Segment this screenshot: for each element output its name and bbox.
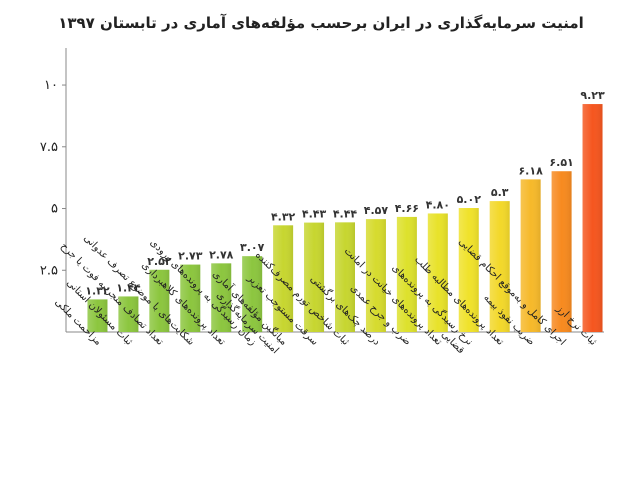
data-label: ۵.۳ — [491, 186, 509, 199]
bar-shading — [458, 208, 479, 332]
y-tick-label: ۱۰ — [44, 78, 58, 93]
data-labels: ۱.۳۲ ۱.۴۴ ۲.۵۲ ۲.۷۳ ۲.۷۸ ۳.۰۷ ۴.۳۲ ۴.۴۳ ۴.۴۴ ۴.۵۷… — [85, 89, 605, 297]
data-label: ۴.۴۴ — [333, 207, 358, 220]
bar-shading — [520, 179, 541, 332]
data-label: ۴.۸۰ — [426, 198, 450, 211]
bar-shading — [180, 264, 201, 332]
y-tick-label: ۵ — [51, 202, 58, 217]
bar-shading — [118, 296, 139, 332]
data-label: ۴.۴۳ — [302, 208, 327, 221]
bar-shading — [149, 269, 170, 332]
bar-shading — [427, 213, 448, 332]
bar-shading — [582, 104, 603, 332]
data-label: ۳.۰۷ — [240, 241, 265, 254]
bar-shading — [365, 219, 386, 332]
bar-shading — [551, 171, 572, 332]
y-tick-label: ۲.۵ — [40, 263, 58, 278]
data-label: ۱.۳۲ — [85, 284, 110, 297]
data-label: ۴.۳۲ — [271, 210, 296, 223]
bar-shading — [489, 201, 510, 332]
bars — [87, 104, 603, 332]
data-label: ۶.۱۸ — [518, 164, 543, 177]
data-label: ۲.۵۲ — [147, 255, 172, 268]
data-label: ۲.۷۳ — [178, 250, 203, 263]
data-label: ۴.۶۶ — [395, 202, 419, 215]
bar-shading — [335, 222, 355, 332]
bar-shading — [304, 222, 325, 332]
bar-shading — [273, 225, 294, 332]
data-label: ۱.۴۴ — [116, 281, 141, 294]
data-label: ۹.۲۳ — [580, 89, 605, 102]
y-tick-label: ۷.۵ — [40, 140, 58, 155]
data-label: ۵.۰۲ — [457, 193, 482, 206]
bar-shading — [242, 256, 263, 332]
data-label: ۴.۵۷ — [364, 204, 389, 217]
data-label: ۲.۷۸ — [209, 248, 234, 261]
chart-title: امنیت سرمایه‌گذاری در ایران برحسب مؤلفه‌… — [58, 14, 584, 32]
bar-shading — [211, 263, 232, 332]
bar-shading — [87, 299, 108, 332]
bar-shading — [396, 216, 417, 332]
data-label: ۶.۵۱ — [549, 156, 573, 169]
